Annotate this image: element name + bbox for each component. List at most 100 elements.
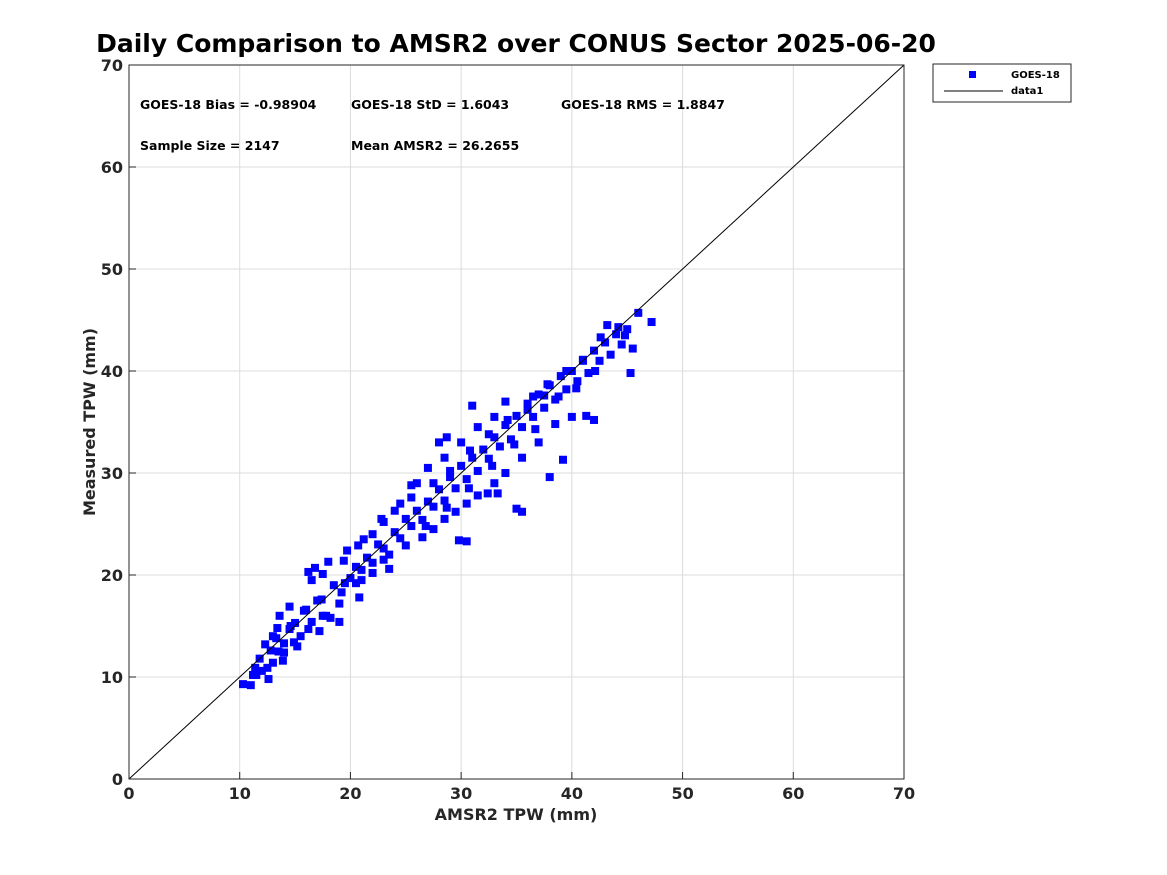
scatter-point	[307, 617, 316, 626]
scatter-point	[501, 421, 510, 430]
scatter-point	[429, 502, 438, 511]
scatter-point	[559, 455, 567, 464]
scatter-point	[442, 433, 451, 442]
scatter-point	[595, 356, 604, 365]
scatter-point	[379, 555, 388, 564]
scatter-point	[634, 308, 643, 317]
scatter-point	[573, 377, 582, 386]
scatter-point	[390, 506, 399, 515]
scatter-point	[551, 420, 560, 429]
scatter-point	[324, 557, 333, 566]
scatter-point	[614, 323, 623, 332]
y-tick-label: 0	[112, 770, 123, 789]
y-tick-label: 70	[101, 56, 123, 75]
scatter-point	[264, 675, 273, 684]
scatter-point	[423, 497, 432, 506]
scatter-point	[351, 562, 360, 571]
scatter-point	[374, 540, 383, 549]
scatter-point	[518, 423, 527, 432]
scatter-point	[418, 533, 427, 542]
scatter-point	[457, 438, 466, 447]
scatter-point	[490, 412, 499, 421]
scatter-point	[457, 461, 466, 470]
scatter-point	[623, 325, 632, 334]
scatter-point	[440, 453, 449, 462]
scatter-point	[280, 648, 288, 657]
scatter-point	[626, 369, 635, 378]
scatter-point	[280, 639, 288, 648]
stat-sample-size: Sample Size = 2147	[140, 138, 280, 153]
scatter-point	[442, 503, 451, 512]
legend-box	[932, 63, 1072, 103]
stat-mean-amsr2: Mean AMSR2 = 26.2655	[351, 138, 519, 153]
scatter-point	[473, 491, 482, 500]
scatter-point	[299, 606, 308, 615]
scatter-point	[529, 412, 538, 421]
scatter-point	[554, 392, 563, 401]
scatter-point	[339, 556, 348, 565]
reference-line-data1	[128, 64, 905, 780]
scatter-point	[251, 663, 260, 672]
x-tick-label: 20	[339, 784, 361, 803]
stat-rms: GOES-18 RMS = 1.8847	[561, 97, 725, 112]
scatter-point	[647, 318, 656, 327]
scatter-point	[346, 574, 355, 583]
scatter-point	[291, 618, 300, 627]
scatter-point	[596, 333, 605, 342]
scatter-point	[473, 466, 482, 475]
scatter-point	[545, 473, 554, 482]
scatter-point	[488, 461, 497, 470]
scatter-point	[451, 484, 460, 493]
scatter-point	[506, 435, 515, 444]
scatter-point	[340, 579, 349, 588]
scatter-point	[246, 681, 255, 690]
scatter-point	[343, 546, 352, 555]
scatter-point	[518, 507, 527, 516]
scatter-point	[268, 658, 277, 667]
tick-labels: 0 10 20 30 40 50 60 70 0 10 20 30 40 50 60 70	[101, 56, 915, 803]
scatter-point	[446, 466, 455, 475]
scatter-point	[617, 340, 626, 349]
scatter-point	[493, 489, 502, 498]
chart-title: Daily Comparison to AMSR2 over CONUS Sec…	[96, 29, 936, 58]
scatter-point	[484, 454, 493, 463]
scatter-point	[407, 493, 416, 502]
y-tick-label: 10	[101, 668, 123, 687]
scatter-point	[429, 525, 438, 534]
scatter-point	[363, 553, 372, 562]
scatter-point	[307, 576, 316, 585]
x-tick-label: 0	[123, 784, 134, 803]
scatter-point	[435, 485, 443, 494]
scatter-point	[407, 481, 416, 490]
scatter-point	[503, 415, 512, 424]
scatter-point	[355, 593, 364, 602]
scatter-point	[390, 528, 399, 537]
plot-frame	[128, 64, 905, 780]
scatter-point	[446, 473, 455, 482]
y-axis-label: Measured TPW (mm)	[80, 328, 99, 516]
scatter-point	[423, 463, 432, 472]
y-tick-label: 30	[101, 464, 123, 483]
scatter-point	[401, 541, 410, 550]
scatter-point	[512, 411, 521, 420]
scatter-point	[440, 514, 449, 523]
scatter-point	[531, 425, 540, 434]
scatter-point	[473, 423, 482, 432]
scatter-point	[582, 411, 591, 420]
legend-label-data1: data1	[1011, 86, 1043, 97]
stat-bias: GOES-18 Bias = -0.98904	[140, 97, 317, 112]
scatter-point	[512, 504, 521, 513]
scatter-point	[379, 517, 388, 526]
scatter-point	[326, 613, 335, 622]
scatter-point	[357, 576, 366, 585]
scatter-points	[239, 308, 656, 690]
scatter-point	[435, 438, 443, 447]
scatter-point	[257, 666, 266, 675]
scatter-point	[289, 638, 298, 647]
scatter-point	[318, 611, 327, 620]
scatter-point	[484, 430, 493, 439]
x-tick-label: 10	[229, 784, 251, 803]
scatter-point	[562, 367, 571, 375]
scatter-point	[540, 403, 549, 412]
y-tick-label: 60	[101, 158, 123, 177]
